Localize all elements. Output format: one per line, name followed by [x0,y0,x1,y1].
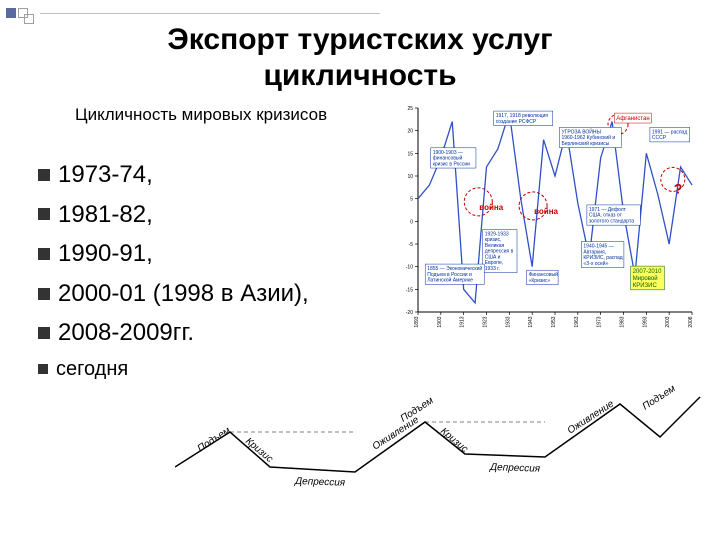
header-line [40,13,380,14]
list-item: 2008-2009гг. [38,313,309,353]
list-text: сегодня [56,353,128,386]
svg-text:15: 15 [407,151,413,157]
svg-text:«З-х осей»: «З-х осей» [583,260,608,267]
svg-text:10: 10 [407,174,413,180]
svg-text:2007-2010: 2007-2010 [633,269,662,275]
svg-text:1983: 1983 [620,316,626,327]
svg-text:-15: -15 [406,287,413,293]
title-line2: цикличность [0,58,720,94]
svg-text:1953: 1953 [551,316,557,327]
svg-text:Латинской Америке: Латинской Америке [427,277,473,284]
bullet-icon [38,288,50,300]
svg-text:«Кризис»: «Кризис» [529,278,551,284]
list-item: 1973-74, [38,155,309,195]
svg-text:1963: 1963 [574,316,580,327]
bullet-icon [38,208,50,220]
bullet-icon [38,169,50,181]
svg-text:25: 25 [407,106,413,112]
svg-text:1973: 1973 [597,316,603,327]
svg-text:1933 г.: 1933 г. [485,266,500,272]
svg-text:1933: 1933 [505,316,511,327]
economic-cycle-diagram: ПодъемКризисДепрессияОживлениеПодъемКриз… [175,382,705,522]
svg-text:кризис в России: кризис в России [433,161,470,167]
svg-text:?: ? [674,180,683,196]
svg-text:СССР: СССР [652,135,667,141]
list-text: 1990-91, [58,234,153,274]
svg-text:создание РСФСР: создание РСФСР [496,119,537,125]
list-text: 1973-74, [58,155,153,195]
list-item: 1981-82, [38,195,309,235]
list-text: 1981-82, [58,195,153,235]
list-item: 1990-91, [38,234,309,274]
svg-text:1893: 1893 [414,316,420,327]
crisis-list: 1973-74, 1981-82, 1990-91, 2000-01 (1998… [38,155,309,386]
crisis-cycle-chart: -20 -15 -10 -5 0 5 10 15 20 25 1893 1903 1913 1923 193… [398,102,698,332]
svg-text:война: война [479,203,503,212]
svg-text:2008: 2008 [688,316,694,327]
deco-square [6,8,16,18]
svg-text:Депрессия: Депрессия [294,476,346,489]
page-title: Экспорт туристских услуг цикличность [0,22,720,94]
title-line1: Экспорт туристских услуг [0,22,720,58]
bullet-icon [38,327,50,339]
svg-text:Депрессия: Депрессия [489,462,541,475]
svg-text:-20: -20 [406,310,413,316]
bullet-icon [38,364,48,374]
svg-text:-10: -10 [406,265,413,271]
svg-text:Берлинский кризисы: Берлинский кризисы [561,140,609,147]
svg-text:КРИЗИС: КРИЗИС [633,283,658,289]
svg-text:1923: 1923 [483,316,489,327]
svg-text:Мировой: Мировой [633,275,658,282]
svg-text:1903: 1903 [437,316,443,327]
svg-text:2003: 2003 [665,316,671,327]
svg-text:5: 5 [410,197,413,203]
svg-text:20: 20 [407,129,413,135]
svg-text:золотого стандарта: золотого стандарта [589,218,634,224]
svg-text:1913: 1913 [460,316,466,327]
svg-text:1993: 1993 [642,316,648,327]
svg-text:-5: -5 [409,242,414,248]
svg-text:0: 0 [410,219,413,225]
list-text: 2000-01 (1998 в Азии), [58,274,309,314]
bullet-icon [38,248,50,260]
svg-text:война: война [534,207,558,216]
list-item: 2000-01 (1998 в Азии), [38,274,309,314]
svg-text:Афганистан: Афганистан [616,116,649,122]
list-text: 2008-2009гг. [58,313,194,353]
subtitle: Цикличность мировых кризисов [75,105,327,125]
svg-text:1943: 1943 [528,316,534,327]
